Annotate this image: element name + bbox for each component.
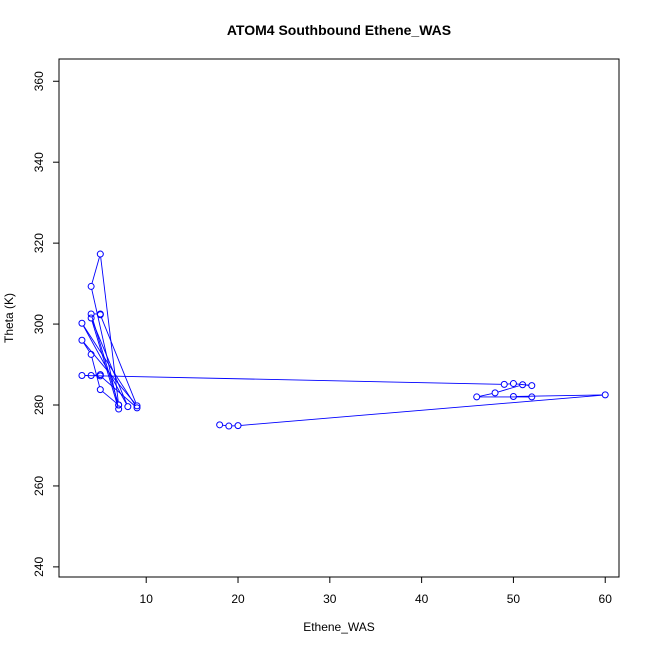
x-tick-label: 50 — [507, 592, 521, 606]
x-tick-label: 30 — [323, 592, 337, 606]
y-tick-label: 280 — [32, 395, 46, 415]
y-tick-label: 320 — [32, 233, 46, 253]
x-tick-label: 60 — [599, 592, 613, 606]
x-axis-label: Ethene_WAS — [303, 620, 375, 634]
y-axis-label: Theta (K) — [2, 293, 16, 343]
y-tick-label: 300 — [32, 314, 46, 334]
x-tick-label: 20 — [231, 592, 245, 606]
y-tick-label: 360 — [32, 71, 46, 91]
x-tick-label: 10 — [140, 592, 154, 606]
x-tick-label: 40 — [415, 592, 429, 606]
y-tick-label: 240 — [32, 557, 46, 577]
y-tick-label: 340 — [32, 152, 46, 172]
chart-title: ATOM4 Southbound Ethene_WAS — [227, 22, 451, 38]
y-tick-label: 260 — [32, 476, 46, 496]
